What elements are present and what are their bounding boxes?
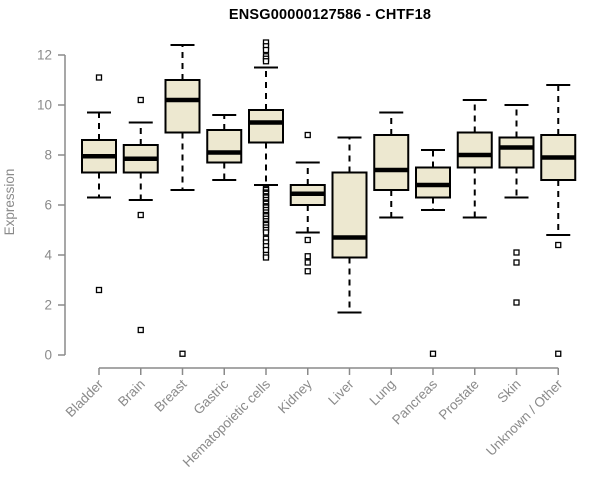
boxplot-hematopoietic-cells: [248, 39, 284, 261]
iqr-box: [164, 79, 201, 134]
x-category-label: Liver: [325, 376, 357, 408]
iqr-box: [206, 129, 243, 164]
outlier-point: [513, 299, 520, 306]
iqr-box: [373, 134, 410, 191]
chart-title: ENSG00000127586 - CHTF18: [228, 7, 432, 23]
boxplot-unknown-other: [540, 84, 577, 357]
iqr-box: [415, 166, 451, 199]
iqr-box: [331, 171, 368, 259]
boxplot-pancreas: [415, 149, 451, 357]
x-category-label: Brain: [115, 377, 148, 410]
boxplot-gastric: [206, 114, 243, 181]
x-category-label: Breast: [151, 376, 189, 414]
x-category-label: Unknown / Other: [483, 376, 566, 459]
boxplot-skin: [498, 104, 535, 306]
outlier-point: [555, 241, 562, 249]
boxplot-prostate: [456, 99, 493, 219]
outlier-point: [304, 259, 311, 266]
outlier-point: [304, 236, 311, 244]
y-tick-label: 0: [44, 348, 52, 363]
y-tick-label: 4: [44, 248, 52, 263]
outlier-point: [262, 58, 270, 65]
boxplot-kidney: [289, 131, 326, 275]
iqr-box: [248, 109, 284, 144]
y-tick-label: 6: [44, 198, 52, 213]
boxplot-bladder: [81, 74, 117, 294]
y-tick-label: 2: [44, 298, 52, 313]
y-tick-label: 12: [37, 48, 52, 63]
outlier-point: [137, 326, 144, 334]
outlier-point: [429, 350, 437, 357]
iqr-box: [498, 136, 535, 169]
outlier-point: [262, 246, 270, 254]
x-category-label: Kidney: [275, 376, 315, 416]
outlier-point: [304, 253, 311, 260]
boxplot-brain: [122, 96, 159, 334]
outlier-point: [304, 131, 311, 139]
outlier-point: [555, 350, 562, 357]
y-tick-label: 10: [37, 98, 52, 113]
x-category-label: Gastric: [191, 376, 232, 417]
outlier-point: [95, 286, 103, 294]
outlier-point: [262, 254, 270, 261]
iqr-box: [456, 131, 493, 169]
outlier-point: [179, 350, 186, 357]
y-tick-label: 8: [44, 148, 52, 163]
x-category-label: Bladder: [63, 376, 107, 420]
outlier-point: [304, 268, 311, 275]
x-category-label: Lung: [367, 377, 399, 409]
boxplot-liver: [331, 136, 368, 314]
outlier-point: [513, 259, 520, 266]
outlier-point: [95, 74, 103, 81]
x-category-label: Skin: [494, 377, 523, 406]
x-category-label: Prostate: [436, 377, 482, 423]
x-category-label: Pancreas: [389, 376, 440, 427]
outlier-point: [262, 46, 270, 54]
outlier-point: [513, 249, 520, 256]
outlier-point: [137, 96, 144, 104]
boxplot-breast: [164, 44, 201, 357]
outlier-point: [137, 211, 144, 219]
boxplot-lung: [373, 111, 410, 219]
outlier-point: [262, 229, 270, 236]
